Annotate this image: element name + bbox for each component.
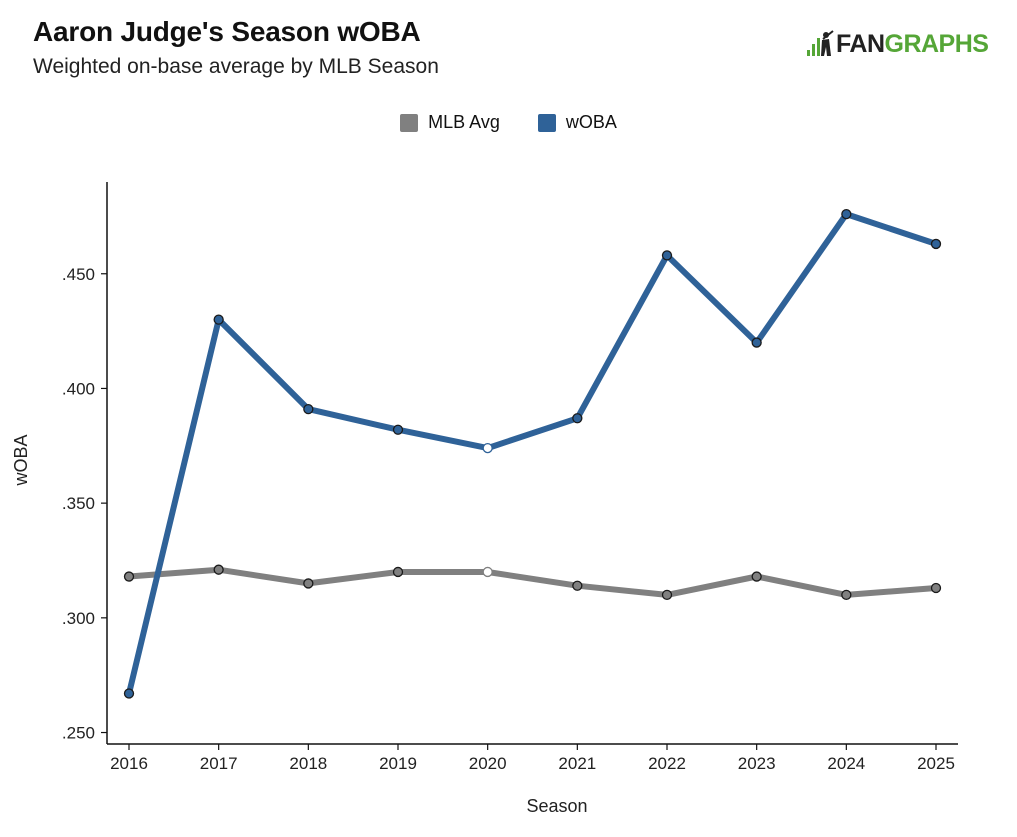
point-mlb-avg-2021 xyxy=(572,580,583,591)
point-mlb-avg-2023 xyxy=(751,571,762,582)
point-woba-2024 xyxy=(841,208,852,220)
point-woba-2019 xyxy=(392,424,404,435)
x-tick-label: 2022 xyxy=(648,754,686,773)
x-tick-label: 2020 xyxy=(469,754,507,773)
point-mlb-avg-2020 xyxy=(482,566,493,578)
x-tick-label: 2021 xyxy=(558,754,596,773)
point-woba-2016 xyxy=(123,688,135,699)
point-woba-2025 xyxy=(930,238,942,250)
legend-item-mlb-avg[interactable]: MLB Avg xyxy=(400,112,500,133)
x-tick-label: 2019 xyxy=(379,754,417,773)
y-tick-label: .250 xyxy=(62,724,95,743)
point-woba-2020 xyxy=(482,442,493,454)
x-tick-label: 2016 xyxy=(110,754,148,773)
x-tick-label: 2018 xyxy=(289,754,327,773)
point-mlb-avg-2017 xyxy=(213,564,224,575)
tick-labels: .250 .300 .350 .400 .450 2016 2017 2018 2019 2020… xyxy=(62,265,955,773)
legend-item-woba[interactable]: wOBA xyxy=(537,112,617,133)
y-tick-label: .350 xyxy=(62,494,95,513)
point-mlb-avg-2019 xyxy=(392,566,404,578)
point-mlb-avg-2016 xyxy=(123,571,135,582)
point-mlb-avg-2024 xyxy=(841,589,852,601)
point-woba-2021 xyxy=(572,413,583,424)
x-tick-label: 2017 xyxy=(200,754,238,773)
chart-title: Aaron Judge's Season wOBA xyxy=(33,16,421,47)
point-mlb-avg-2022 xyxy=(661,589,673,601)
fangraphs-logo: FANGRAPHS xyxy=(806,28,996,60)
series-line-woba xyxy=(126,211,939,697)
legend-label-mlb-avg: MLB Avg xyxy=(428,112,500,132)
point-woba-2023 xyxy=(751,337,762,348)
x-tick-label: 2024 xyxy=(827,754,865,773)
x-tick-label: 2023 xyxy=(738,754,776,773)
legend-label-woba: wOBA xyxy=(565,112,617,132)
brand-fan: FAN xyxy=(836,30,885,58)
legend: MLB Avg wOBA xyxy=(0,112,1017,133)
legend-swatch-woba xyxy=(537,113,556,132)
x-axis-label: Season xyxy=(526,796,587,816)
point-mlb-avg-2025 xyxy=(930,582,942,594)
x-tick-label: 2025 xyxy=(917,754,955,773)
chart-subtitle: Weighted on-base average by MLB Season xyxy=(33,55,439,78)
y-axis-label: wOBA xyxy=(11,434,31,486)
point-woba-2022 xyxy=(661,250,673,261)
legend-swatch-mlb-avg xyxy=(400,113,419,132)
point-woba-2017 xyxy=(213,314,224,325)
y-tick-label: .450 xyxy=(62,265,95,284)
series-lines xyxy=(126,211,939,697)
axes xyxy=(101,182,958,750)
series-points xyxy=(123,208,942,699)
batter-icon xyxy=(807,30,834,56)
point-mlb-avg-2018 xyxy=(303,578,314,589)
y-tick-label: .300 xyxy=(62,609,95,628)
brand-graphs: GRAPHS xyxy=(884,30,989,58)
y-tick-label: .400 xyxy=(62,379,95,398)
point-woba-2018 xyxy=(303,403,314,415)
series-line-mlb-avg xyxy=(126,566,939,598)
